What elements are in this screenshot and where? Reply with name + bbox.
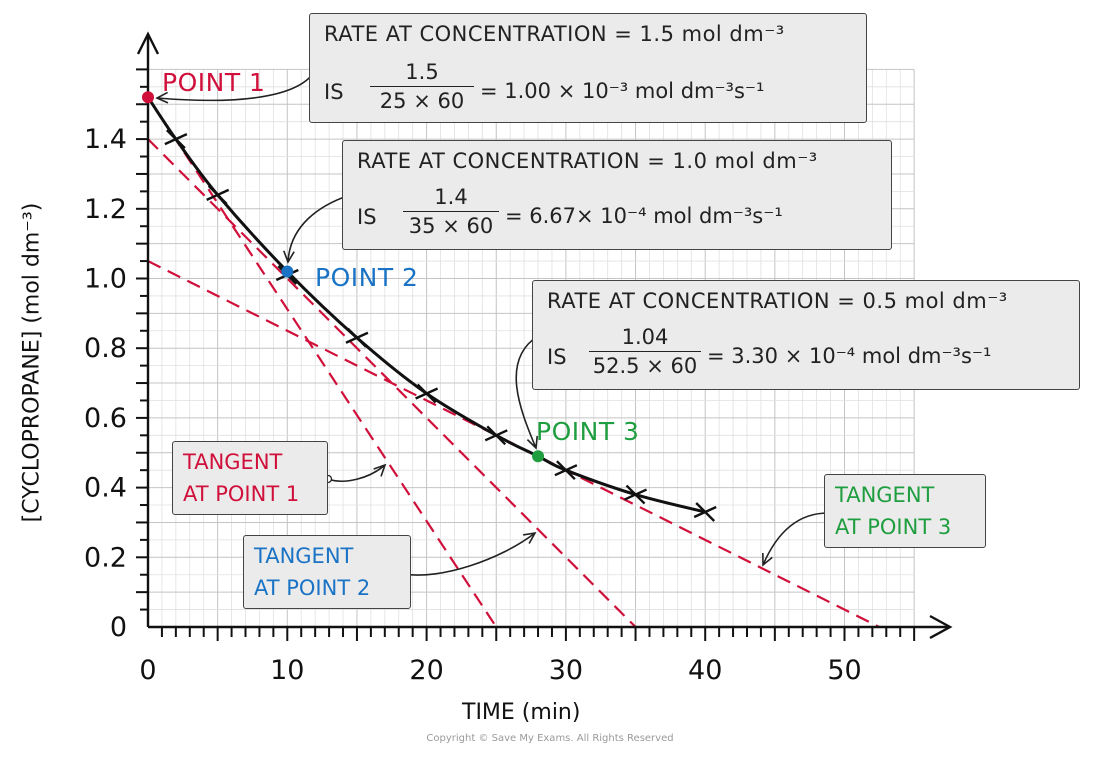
tangent-2-arrow bbox=[403, 532, 536, 576]
x-axis-title: TIME (min) bbox=[462, 700, 581, 725]
tangent-label-1-line2: AT POINT 1 bbox=[183, 482, 300, 506]
highlight-points bbox=[142, 91, 545, 463]
rate-callout-2: RATE AT CONCENTRATION = 1.0 mol dm⁻³ IS … bbox=[342, 140, 892, 250]
tangent-label-2-line1: TANGENT bbox=[254, 544, 354, 568]
data-point-cross-b bbox=[484, 429, 508, 442]
data-point-cross bbox=[415, 383, 439, 404]
x-tick-label: 40 bbox=[688, 655, 722, 686]
data-point-cross-b bbox=[206, 188, 230, 201]
rate-callout-1-result: = 1.00 × 10⁻³ mol dm⁻³s⁻¹ bbox=[480, 79, 765, 103]
rate-callout-1-title: RATE AT CONCENTRATION = 1.5 mol dm⁻³ bbox=[324, 22, 785, 46]
data-point-cross bbox=[206, 185, 230, 205]
tangent-3-arrow-head bbox=[762, 552, 773, 567]
y-tick-label: 0.2 bbox=[84, 542, 127, 573]
data-point-cross bbox=[345, 327, 369, 348]
y-tick-label: 0.6 bbox=[84, 403, 127, 434]
y-tick-label: 1.0 bbox=[84, 264, 127, 295]
point-2-label: POINT 2 bbox=[315, 263, 419, 292]
x-tick-label: 0 bbox=[139, 655, 156, 686]
data-point-cross-b bbox=[415, 387, 439, 400]
point-1-arrow bbox=[156, 68, 317, 102]
concentration-curve bbox=[146, 96, 706, 514]
rate-callout-2-denominator: 35 × 60 bbox=[408, 214, 494, 238]
x-tick-label: 30 bbox=[549, 655, 583, 686]
y-tick-label: 1.4 bbox=[84, 124, 127, 155]
x-tick-label: 50 bbox=[827, 655, 861, 686]
tangent-2-arrow-head bbox=[523, 531, 537, 544]
rate-callout-1-numerator: 1.5 bbox=[370, 60, 474, 87]
highlight-point-1 bbox=[142, 91, 154, 104]
tangent-1-arrow-head bbox=[373, 463, 387, 477]
rate-callout-3-title: RATE AT CONCENTRATION = 0.5 mol dm⁻³ bbox=[547, 289, 1008, 313]
data-point-cross-b bbox=[345, 331, 369, 344]
ticks: 0 10 20 30 40 50 0 0.2 0.4 0.6 0.8 1.0 1.2 1.4 bbox=[84, 68, 916, 686]
data-point-cross bbox=[164, 129, 188, 149]
rate-callout-1-is: IS bbox=[324, 80, 344, 104]
rate-callout-1: RATE AT CONCENTRATION = 1.5 mol dm⁻³ IS … bbox=[309, 13, 867, 123]
tangent-label-2-line2: AT POINT 2 bbox=[254, 576, 371, 600]
data-point-cross bbox=[624, 484, 648, 505]
data-point-cross-b bbox=[624, 488, 648, 501]
tangent-label-1-line1: TANGENT bbox=[183, 450, 283, 474]
highlight-point-2 bbox=[281, 265, 294, 278]
tangent-label-2: TANGENT AT POINT 2 bbox=[243, 535, 411, 609]
rate-callout-1-denominator: 25 × 60 bbox=[379, 89, 465, 113]
point-1-arrow-head bbox=[155, 91, 169, 104]
point-3-label: POINT 3 bbox=[536, 417, 640, 446]
x-tick-label: 10 bbox=[270, 655, 304, 686]
data-point-cross bbox=[693, 502, 717, 522]
point-2-arrow bbox=[287, 194, 351, 263]
y-tick-label: 0 bbox=[110, 612, 127, 643]
y-axis-title: [CYCLOPROPANE] (mol dm⁻³) bbox=[19, 202, 45, 523]
rate-callout-2-fraction: 1.4 35 × 60 bbox=[403, 185, 499, 238]
y-tick-label: 0.4 bbox=[84, 473, 127, 504]
tangent-label-3: TANGENT AT POINT 3 bbox=[824, 474, 986, 548]
rate-callout-3-result: = 3.30 × 10⁻⁴ mol dm⁻³s⁻¹ bbox=[707, 344, 992, 368]
data-point-cross-b bbox=[554, 464, 578, 477]
y-tick-label: 0.8 bbox=[84, 333, 127, 364]
point-2-arrow-head bbox=[282, 250, 295, 264]
rate-callout-2-title: RATE AT CONCENTRATION = 1.0 mol dm⁻³ bbox=[357, 149, 818, 173]
data-point-cross bbox=[554, 460, 578, 481]
highlight-point-3 bbox=[532, 450, 545, 463]
data-point-cross-b bbox=[164, 133, 188, 146]
rate-callout-2-numerator: 1.4 bbox=[403, 185, 499, 212]
rate-callout-3-fraction: 1.04 52.5 × 60 bbox=[589, 325, 701, 378]
tangent-line-2 bbox=[147, 138, 637, 628]
x-tick-label: 20 bbox=[409, 655, 443, 686]
rate-callout-3-numerator: 1.04 bbox=[589, 325, 701, 352]
rate-callout-3-denominator: 52.5 × 60 bbox=[592, 354, 698, 378]
y-axis-arrow bbox=[136, 31, 160, 55]
tangent-3-arrow bbox=[762, 512, 829, 566]
rate-callout-2-result: = 6.67× 10⁻⁴ mol dm⁻³s⁻¹ bbox=[505, 204, 783, 228]
copyright-notice: Copyright © Save My Exams. All Rights Re… bbox=[426, 733, 674, 744]
y-tick-label: 1.2 bbox=[84, 194, 127, 225]
data-point-cross bbox=[484, 425, 508, 446]
point-1-label: POINT 1 bbox=[162, 68, 266, 97]
tangent-label-3-line2: AT POINT 3 bbox=[835, 515, 952, 539]
tangent-label-3-line1: TANGENT bbox=[835, 483, 935, 507]
curve-layer bbox=[146, 96, 717, 522]
rate-callout-3-is: IS bbox=[547, 345, 567, 369]
data-point-cross-b bbox=[693, 505, 717, 519]
rate-callout-2-is: IS bbox=[357, 205, 377, 229]
tangent-1-arrow bbox=[327, 464, 386, 482]
point-3-arrow-head bbox=[526, 435, 539, 450]
x-axis-arrow bbox=[929, 614, 953, 640]
tangent-line-1 bbox=[147, 96, 498, 628]
tangent-label-1: TANGENT AT POINT 1 bbox=[172, 441, 328, 515]
rate-callout-1-fraction: 1.5 25 × 60 bbox=[370, 60, 474, 113]
rate-callout-3: RATE AT CONCENTRATION = 0.5 mol dm⁻³ IS … bbox=[532, 280, 1080, 390]
point-3-arrow bbox=[515, 335, 539, 449]
